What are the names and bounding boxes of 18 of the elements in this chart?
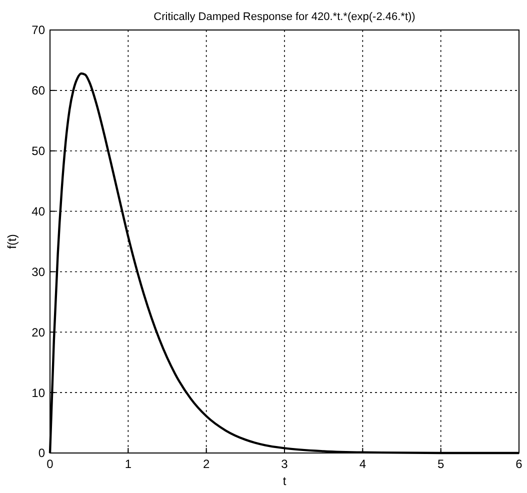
y-tick-label: 60 xyxy=(32,84,46,98)
y-tick-label: 0 xyxy=(38,446,46,460)
x-tick-label: 3 xyxy=(281,457,288,471)
y-tick-label: 10 xyxy=(32,386,46,400)
y-tick-label: 70 xyxy=(32,23,46,38)
x-tick-label: 2 xyxy=(202,457,210,471)
x-tick-label: 0 xyxy=(46,457,54,471)
y-tick-label: 20 xyxy=(32,325,46,340)
x-tick-label: 6 xyxy=(516,457,523,471)
x-tick-label: 4 xyxy=(359,457,366,471)
x-tick-label: 5 xyxy=(437,457,444,471)
x-axis-title: t xyxy=(282,474,287,488)
chart-title: Critically Damped Response for 420.*t.*(exp(-2.46.*t)) xyxy=(154,11,416,23)
x-tick-label: 1 xyxy=(124,457,132,471)
y-tick-label: 40 xyxy=(32,204,46,218)
y-axis-title: f(t) xyxy=(5,234,19,249)
y-tick-label: 50 xyxy=(32,144,46,158)
y-tick-label: 30 xyxy=(32,264,46,279)
